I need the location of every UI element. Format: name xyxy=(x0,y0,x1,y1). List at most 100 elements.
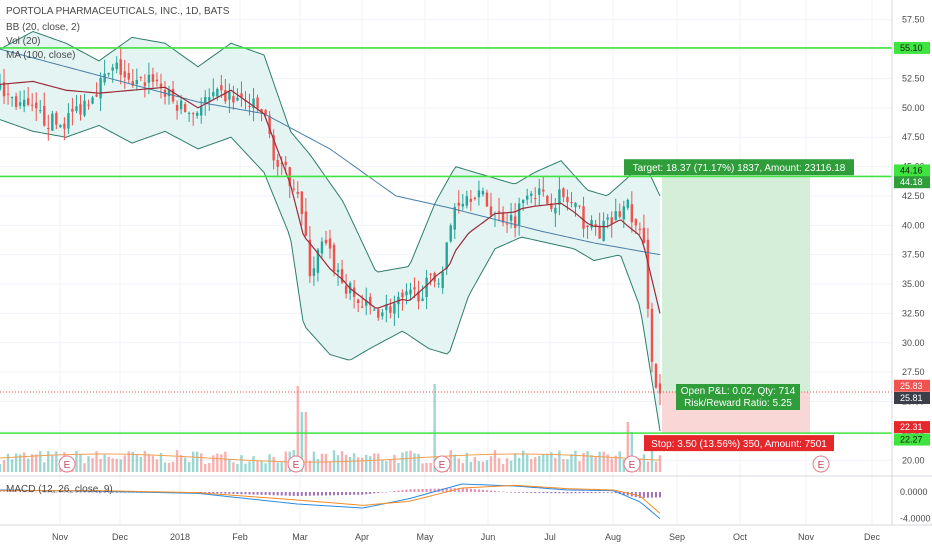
volume-bar xyxy=(373,453,376,472)
macd-tick-label: -4.0000 xyxy=(900,514,931,524)
horizontal-levels[interactable] xyxy=(0,47,892,434)
macd-pane xyxy=(0,475,932,520)
macd-histogram-bar xyxy=(296,492,299,496)
macd-histogram-bar xyxy=(308,492,311,496)
candle-body xyxy=(87,104,90,106)
macd-histogram-bar xyxy=(87,492,90,493)
candle-body xyxy=(356,299,360,304)
macd-histogram-bar xyxy=(220,492,223,494)
candle-body xyxy=(260,109,263,114)
volume-bar xyxy=(497,458,501,472)
target-zone xyxy=(662,176,810,393)
earnings-marker-label: E xyxy=(293,460,300,471)
candle-body xyxy=(139,76,143,78)
candle-body xyxy=(534,198,537,200)
x-tick-label: Dec xyxy=(112,532,129,542)
candle-body xyxy=(75,106,78,111)
candle-body xyxy=(590,220,593,228)
volume-bar xyxy=(163,462,167,472)
candle-body xyxy=(360,306,364,308)
candle-body xyxy=(115,62,118,70)
candle-body xyxy=(284,161,287,166)
legend-ma[interactable]: MA (100, close) xyxy=(6,50,76,61)
macd-histogram-bar xyxy=(594,492,597,493)
macd-histogram-bar xyxy=(385,491,388,493)
x-tick-label: Aug xyxy=(605,532,621,542)
macd-histogram-bar xyxy=(59,492,62,493)
volume-bar xyxy=(457,458,460,472)
volume-bar xyxy=(594,456,597,472)
volume-bar xyxy=(453,454,456,472)
macd-histogram-bar xyxy=(39,491,42,493)
macd-histogram-bar xyxy=(252,492,255,495)
candle-body xyxy=(485,192,489,207)
volume-bar xyxy=(316,459,320,472)
macd-histogram-bar xyxy=(111,492,114,493)
volume-bar xyxy=(650,450,654,472)
candle-body xyxy=(618,211,621,217)
price-badge xyxy=(894,421,930,434)
candle-body xyxy=(228,91,231,100)
macd-histogram-bar xyxy=(369,492,372,494)
macd-histogram-bar xyxy=(590,492,593,493)
macd-histogram-bar xyxy=(119,492,122,493)
price-badge-label: 44.18 xyxy=(900,177,923,187)
macd-histogram-bar xyxy=(345,492,348,496)
volume-ma-line xyxy=(0,453,661,463)
candle-body xyxy=(103,73,106,83)
macd-histogram-bar xyxy=(361,492,364,495)
position-labels[interactable]: Target: 18.37 (71.17%) 1837, Amount: 231… xyxy=(624,159,854,452)
volume-bar xyxy=(99,458,102,472)
macd-histogram-bar xyxy=(502,491,505,493)
macd-histogram-bar xyxy=(377,492,380,493)
volume-bar xyxy=(26,458,30,472)
volume-bar xyxy=(513,453,517,472)
macd-histogram-bar xyxy=(510,492,513,493)
volume-bar xyxy=(83,463,86,472)
volume-bar xyxy=(425,462,428,472)
macd-histogram-bar xyxy=(445,488,448,492)
legend-vol[interactable]: Vol (20) xyxy=(6,36,41,47)
candle-body xyxy=(328,238,332,249)
x-tick-label: Dec xyxy=(864,532,881,542)
price-badge-label: 22.31 xyxy=(900,422,923,432)
volume-bar xyxy=(328,461,332,472)
price-badge-label: 25.81 xyxy=(900,393,923,403)
legend-macd[interactable]: MACD (12, 26, close, 9) xyxy=(6,484,113,495)
candle-body xyxy=(151,74,155,82)
macd-histogram-bar xyxy=(429,488,432,492)
candle-body xyxy=(99,77,102,99)
earnings-marker xyxy=(433,455,451,473)
price-badge xyxy=(894,164,930,177)
legend-bb[interactable]: BB (20, close, 2) xyxy=(6,22,80,33)
macd-histogram-bar xyxy=(204,492,207,493)
macd-histogram-bar xyxy=(489,490,492,492)
macd-histogram-bar xyxy=(244,492,247,495)
macd-histogram-bar xyxy=(538,492,541,493)
volume-bar xyxy=(582,452,585,472)
chart-title: PORTOLA PHARMACEUTICALS, INC., 1D, BATS xyxy=(6,6,230,17)
volume-bar xyxy=(252,456,255,472)
macd-histogram-bar xyxy=(341,492,344,496)
macd-histogram-bar xyxy=(292,492,295,496)
volume-bar xyxy=(191,451,195,472)
macd-histogram-bar xyxy=(349,492,352,495)
candle-body xyxy=(525,195,529,200)
candle-body xyxy=(123,71,126,78)
macd-histogram-bar xyxy=(91,492,94,493)
volume-bar xyxy=(477,461,481,472)
candle-body xyxy=(167,90,171,97)
macd-histogram-bar xyxy=(485,490,488,492)
macd-histogram-bar xyxy=(320,492,323,496)
candle-body xyxy=(272,135,275,161)
candle-body xyxy=(429,273,432,275)
candle-body xyxy=(268,115,271,135)
candle-body xyxy=(195,112,199,116)
macd-histogram-bar xyxy=(582,492,585,494)
volume-bar xyxy=(606,454,609,472)
volume-bar xyxy=(550,452,553,472)
candle-body xyxy=(95,94,98,97)
candle-body xyxy=(606,217,609,220)
